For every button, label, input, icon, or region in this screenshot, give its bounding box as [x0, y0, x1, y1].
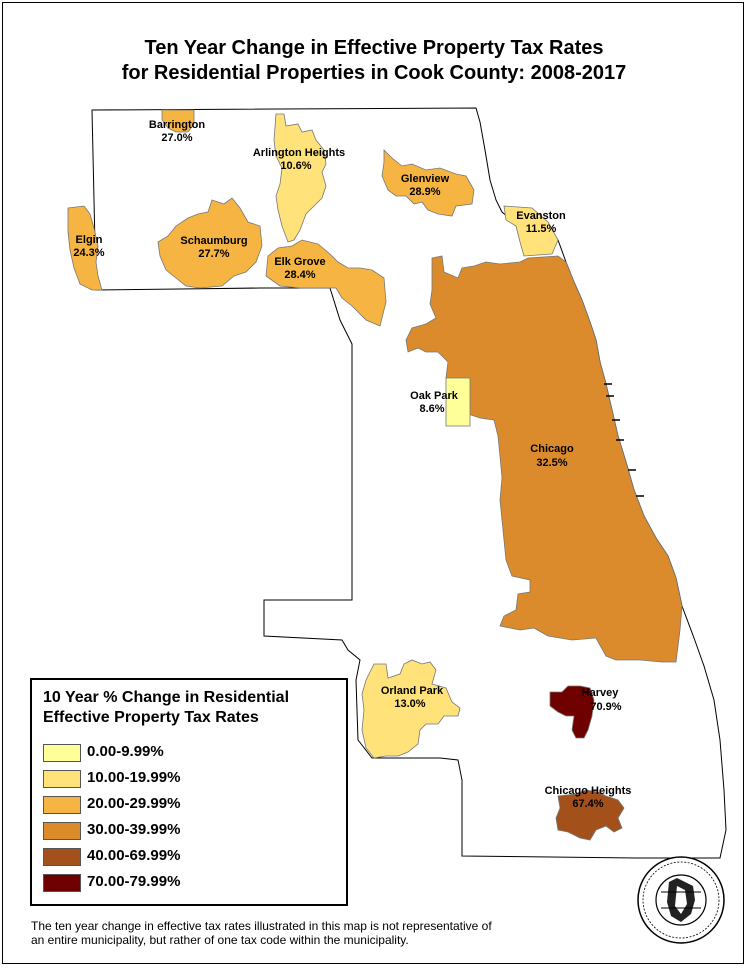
region-harvey [549, 685, 595, 739]
legend-title-line-2: Effective Property Tax Rates [43, 709, 259, 726]
label-elgin-name: Elgin [76, 234, 103, 246]
map-title-line-2: for Residential Properties in Cook Count… [121, 62, 627, 84]
legend-swatch [43, 770, 81, 788]
label-oak-park-value: 8.6% [419, 403, 444, 415]
legend-item-label: 40.00-69.99% [87, 847, 181, 864]
legend-swatch [43, 848, 81, 866]
shoreline-detail [604, 383, 644, 497]
legend-swatch [43, 796, 81, 814]
label-arlington-heights-value: 10.6% [280, 160, 311, 172]
label-elgin-value: 24.3% [73, 247, 104, 259]
county-seal-logo [637, 856, 725, 944]
region-schaumburg [157, 197, 263, 289]
region-glenview [381, 149, 475, 217]
label-harvey-value: 70.9% [590, 701, 621, 713]
footnote-line-1: The ten year change in effective tax rat… [31, 919, 492, 933]
label-elk-grove-value: 28.4% [284, 269, 315, 281]
label-barrington-name: Barrington [149, 119, 206, 131]
label-elk-grove-name: Elk Grove [274, 256, 325, 268]
label-glenview-value: 28.9% [409, 186, 440, 198]
map-title-line-1: Ten Year Change in Effective Property Ta… [144, 37, 604, 59]
label-barrington-value: 27.0% [161, 132, 192, 144]
legend-swatch [43, 874, 81, 892]
legend-item-label: 30.00-39.99% [87, 821, 181, 838]
legend-swatch [43, 744, 81, 762]
legend-swatch [43, 822, 81, 840]
label-evanston-name: Evanston [516, 210, 566, 222]
footnote-line-2: an entire municipality, but rather of on… [31, 933, 409, 947]
label-orland-park-name: Orland Park [381, 685, 444, 697]
legend-item-label: 20.00-29.99% [87, 795, 181, 812]
label-chicago-value: 32.5% [536, 457, 567, 469]
region-arlington-heights [273, 113, 327, 243]
region-oak-park [445, 377, 471, 427]
legend-title-line-1: 10 Year % Change in Residential [43, 689, 290, 706]
label-harvey-name: Harvey [582, 687, 620, 699]
label-chicago-name: Chicago [530, 443, 574, 455]
legend-item-label: 70.00-79.99% [87, 873, 181, 890]
map-legend: 10 Year % Change in Residential Effectiv… [30, 678, 348, 906]
label-chicago-heights-value: 67.4% [572, 798, 603, 810]
label-chicago-heights-name: Chicago Heights [545, 785, 632, 797]
label-schaumburg-value: 27.7% [198, 248, 229, 260]
label-oak-park-name: Oak Park [410, 390, 459, 402]
label-arlington-heights-name: Arlington Heights [253, 147, 345, 159]
region-orland-park [361, 659, 461, 759]
label-glenview-name: Glenview [401, 173, 450, 185]
label-schaumburg-name: Schaumburg [180, 235, 247, 247]
label-orland-park-value: 13.0% [394, 698, 425, 710]
legend-item-label: 10.00-19.99% [87, 769, 181, 786]
label-evanston-value: 11.5% [526, 223, 557, 235]
region-elgin [67, 205, 103, 291]
region-barrington [161, 109, 195, 133]
region-chicago-heights [555, 789, 625, 841]
region-chicago [405, 255, 683, 663]
legend-item-label: 0.00-9.99% [87, 743, 164, 760]
region-elk-grove [265, 239, 387, 327]
region-evanston [503, 205, 559, 257]
